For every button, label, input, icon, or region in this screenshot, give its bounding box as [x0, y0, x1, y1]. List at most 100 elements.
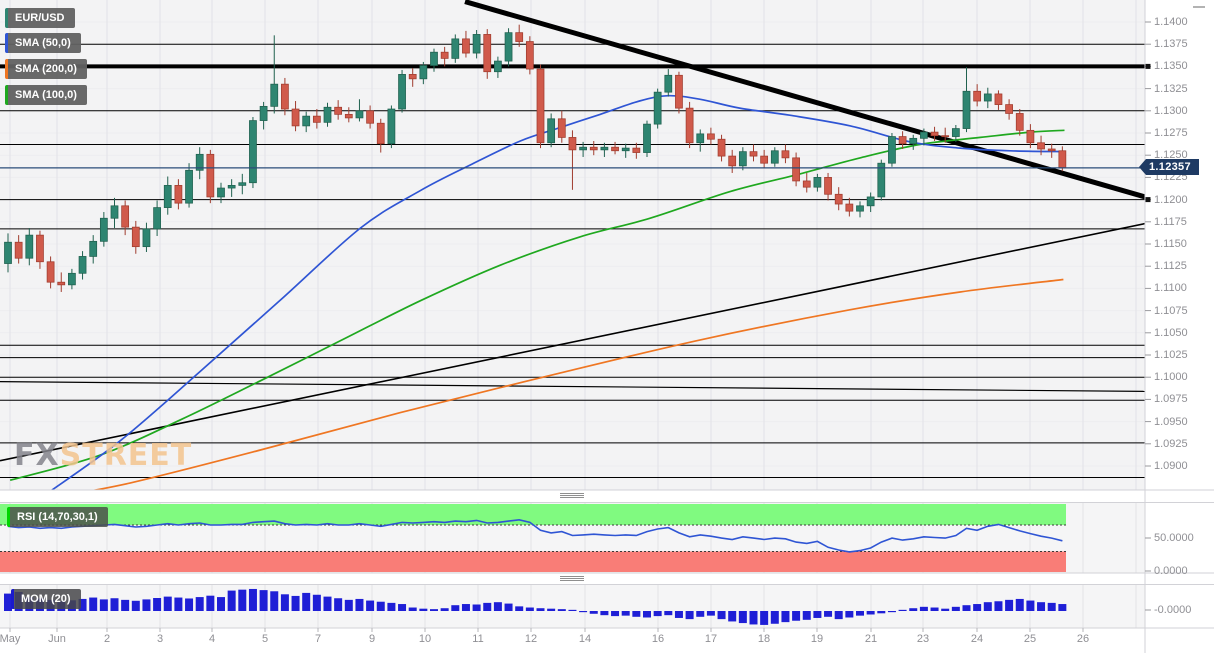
legend-sma100-chip[interactable]: SMA (100,0): [5, 85, 87, 105]
price-axis-label: 1.1150: [1154, 238, 1187, 250]
momentum-bar: [355, 598, 364, 611]
candle: [962, 90, 971, 129]
trendline[interactable]: [0, 222, 1146, 462]
candle: [515, 32, 524, 42]
momentum-bar: [248, 588, 257, 611]
momentum-bar: [142, 599, 151, 611]
momentum-bar: [483, 602, 492, 611]
momentum-bar: [632, 611, 641, 617]
candle: [153, 207, 161, 230]
momentum-bar: [398, 604, 407, 611]
axis-scale-handle-icon[interactable]: [1193, 6, 1205, 8]
indicator-axis-label: -0.0000: [1154, 604, 1192, 616]
candle: [717, 138, 726, 157]
candle: [387, 108, 396, 145]
candle: [430, 51, 438, 66]
momentum-bar: [674, 611, 683, 618]
candle: [238, 182, 247, 186]
momentum-bar: [909, 608, 918, 611]
time-axis-label: 10: [418, 633, 432, 645]
candle: [366, 110, 374, 124]
time-axis-label: 12: [524, 633, 538, 645]
candle: [1047, 148, 1056, 152]
panel-resize-handle-icon[interactable]: [560, 493, 584, 498]
candle: [685, 107, 694, 144]
candle: [653, 91, 662, 125]
candle: [440, 51, 449, 59]
candle: [68, 272, 76, 286]
candle: [334, 106, 343, 115]
momentum-bar: [919, 606, 928, 611]
price-axis-label: 1.1000: [1154, 371, 1188, 384]
indicator-axis-label: 0.0000: [1154, 565, 1188, 577]
momentum-bar: [1058, 604, 1067, 611]
time-axis-label: 5: [261, 633, 269, 645]
momentum-bar: [738, 611, 747, 624]
candle: [1005, 104, 1013, 114]
candle: [483, 34, 492, 73]
candle: [1058, 150, 1067, 169]
candle: [185, 169, 193, 204]
momentum-bar: [802, 611, 811, 620]
panel-separator[interactable]: [0, 490, 1145, 503]
momentum-bar: [4, 593, 12, 611]
momentum-bar: [696, 611, 705, 617]
momentum-bar: [770, 611, 779, 624]
candle: [909, 137, 918, 145]
momentum-bar: [653, 611, 662, 617]
time-axis-label: 26: [1076, 633, 1090, 645]
momentum-bar: [493, 602, 502, 611]
time-axis-label: 23: [916, 633, 930, 645]
candle: [462, 38, 470, 54]
price-axis-label: 1.1275: [1154, 127, 1188, 139]
time-axis-strip[interactable]: [0, 628, 1145, 653]
candle: [163, 185, 172, 208]
candle: [217, 187, 225, 198]
candle: [898, 136, 907, 145]
price-axis-label: 1.1025: [1154, 349, 1188, 361]
candle: [110, 205, 119, 219]
momentum-bar: [472, 604, 481, 611]
fxstreet-watermark: FXSTREET: [14, 441, 192, 471]
candle: [728, 155, 737, 167]
panel-separator[interactable]: [0, 573, 1145, 585]
candle: [547, 118, 556, 144]
price-axis-strip[interactable]: [1145, 0, 1214, 653]
momentum-bar: [749, 611, 758, 625]
candle: [4, 241, 12, 264]
momentum-bar: [440, 608, 449, 611]
momentum-bar: [206, 595, 215, 611]
candle: [302, 115, 311, 127]
price-axis-label: 1.0950: [1154, 415, 1188, 428]
momentum-bar: [163, 596, 172, 611]
time-axis-label: 3: [156, 633, 164, 645]
price-axis-label: 1.0975: [1154, 393, 1188, 406]
momentum-indicator-chip[interactable]: MOM (20): [11, 589, 81, 609]
trendline[interactable]: [0, 381, 1146, 393]
momentum-bar: [877, 611, 886, 614]
momentum-bar: [621, 611, 630, 616]
candle: [419, 65, 428, 80]
price-axis-label: 1.1375: [1154, 38, 1188, 51]
candle: [121, 205, 130, 228]
momentum-bar: [525, 607, 534, 611]
legend-sma50-chip[interactable]: SMA (50,0): [5, 33, 81, 53]
candle: [89, 240, 98, 257]
watermark-fx: FX: [14, 438, 60, 473]
candle: [1037, 142, 1045, 150]
momentum-bar: [89, 597, 98, 611]
candle: [632, 147, 641, 153]
trendline[interactable]: [464, 0, 1146, 200]
legend-symbol-chip[interactable]: EUR/USD: [5, 8, 75, 28]
panel-resize-handle-icon[interactable]: [560, 576, 584, 581]
current-price-badge: 1.12357: [1139, 158, 1199, 175]
rsi-oversold-band: [0, 551, 1066, 572]
momentum-bar: [387, 602, 396, 611]
candle: [344, 113, 353, 119]
candle: [291, 108, 300, 127]
rsi-indicator-chip[interactable]: RSI (14,70,30,1): [7, 507, 108, 527]
candle: [866, 196, 875, 207]
legend-sma200-chip[interactable]: SMA (200,0): [5, 59, 87, 79]
